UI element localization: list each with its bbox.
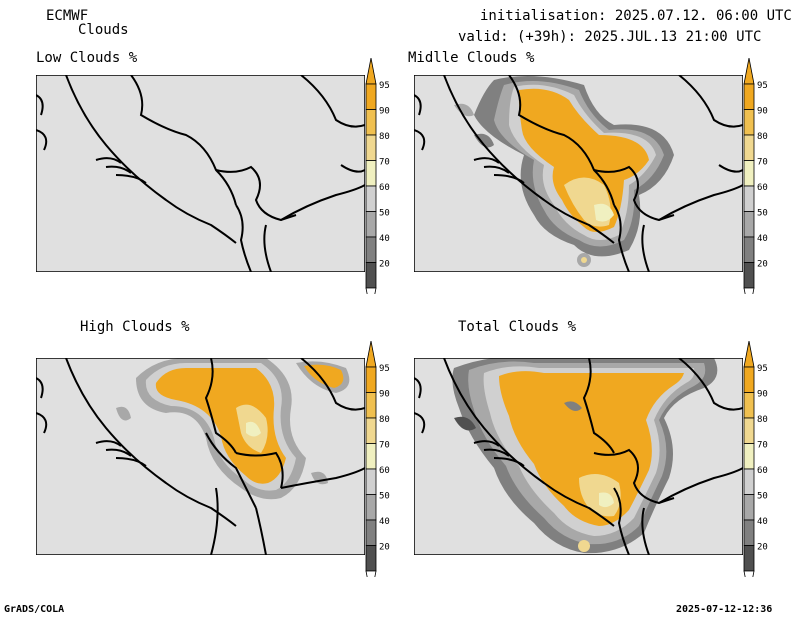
colorbar-segment [365,262,377,289]
colorbar-tick-label: 50 [379,492,390,502]
footer-timestamp: 2025-07-12-12:36 [676,604,773,615]
colorbar-tick-label: 50 [379,209,390,219]
borders [36,75,365,272]
borders [36,358,365,555]
colorbar-tick-label: 90 [757,390,768,400]
colorbar-bottom-arrow [365,287,377,294]
colorbar-tick-label: 90 [757,107,768,117]
colorbar-tick-label: 50 [757,209,768,219]
panel-title-high: High Clouds % [80,319,190,335]
colorbar-tick-label: 40 [757,234,768,244]
footer-software: GrADS/COLA [4,604,65,615]
colorbar-segment [743,134,755,161]
colorbar-tick-label: 95 [379,364,390,374]
map-total-clouds [414,358,743,555]
cloud-fields [454,76,674,267]
colorbar-segment [743,109,755,136]
colorbar-segment [743,417,755,444]
colorbar-tick-label: 60 [757,183,768,193]
colorbar-segment [365,134,377,161]
colorbar-tick-label: 70 [757,158,768,168]
colorbar-segment [743,262,755,289]
colorbar-low: 95 90 80 70 60 50 40 20 [365,58,390,294]
colorbar-bottom-arrow [743,570,755,577]
colorbar-segment [365,468,377,495]
colorbar-segment [365,83,377,110]
colorbar-segment [743,494,755,521]
colorbar-segment [365,236,377,263]
colorbar-tick-label: 50 [757,492,768,502]
map-middle-clouds [414,75,743,272]
map-high-clouds [36,358,365,555]
colorbar-top-arrow [365,341,377,368]
panel-title-middle: Midlle Clouds % [408,50,535,66]
colorbar-high: 95 90 80 70 60 50 40 20 [365,341,390,577]
colorbar-segment [743,519,755,546]
colorbar-segment [743,443,755,470]
colorbar-tick-label: 80 [757,415,768,425]
colorbar-top-arrow [743,341,755,368]
colorbar-segment [743,160,755,187]
model-label: ECMWF [46,8,89,24]
colorbar-segment [743,211,755,238]
borders [414,75,743,272]
colorbar-segment [365,545,377,572]
colorbar-tick-label: 20 [379,260,390,270]
colorbar-segment [365,366,377,393]
colorbar-middle: 95 90 80 70 60 50 40 20 [743,58,768,294]
colorbar-segment [365,443,377,470]
colorbar-top-arrow [743,58,755,85]
colorbar-tick-label: 80 [379,132,390,142]
init-time: initialisation: 2025.07.12. 06:00 UTC [480,8,792,24]
colorbar-segment [365,185,377,212]
colorbar-segment [743,468,755,495]
valid-time: valid: (+39h): 2025.JUL.13 21:00 UTC [458,29,762,45]
colorbar-tick-label: 95 [757,364,768,374]
colorbar-segment [743,545,755,572]
colorbar-tick-label: 70 [379,441,390,451]
colorbar-tick-label: 60 [757,466,768,476]
colorbar-tick-label: 70 [379,158,390,168]
colorbar-tick-label: 20 [379,543,390,553]
borders [414,358,743,555]
colorbar-tick-label: 95 [757,81,768,91]
colorbar-segment [365,494,377,521]
colorbar-segment [365,160,377,187]
colorbar-tick-label: 20 [757,543,768,553]
colorbar-total: 95 90 80 70 60 50 40 20 [743,341,768,577]
colorbar-tick-label: 70 [757,441,768,451]
colorbar-tick-label: 20 [757,260,768,270]
colorbar-tick-label: 90 [379,390,390,400]
colorbar-tick-label: 60 [379,183,390,193]
colorbar-tick-label: 40 [379,517,390,527]
colorbar-segment [743,185,755,212]
colorbar-segment [365,211,377,238]
panel-title-low: Low Clouds % [36,50,138,66]
panel-title-total: Total Clouds % [458,319,577,335]
colorbar-segment [743,83,755,110]
colorbar-segment [743,236,755,263]
colorbar-segment [365,519,377,546]
colorbar-bottom-arrow [365,570,377,577]
colorbar-segment [365,109,377,136]
colorbar-segment [743,392,755,419]
colorbar-tick-label: 80 [757,132,768,142]
colorbar-tick-label: 90 [379,107,390,117]
colorbar-segment [365,392,377,419]
colorbar-tick-label: 95 [379,81,390,91]
colorbar-bottom-arrow [743,287,755,294]
product-label: Clouds [78,22,129,38]
colorbar-tick-label: 80 [379,415,390,425]
colorbar-segment [365,417,377,444]
colorbar-tick-label: 40 [379,234,390,244]
map-low-clouds [36,75,365,272]
colorbar-segment [743,366,755,393]
colorbar-top-arrow [365,58,377,85]
colorbar-tick-label: 40 [757,517,768,527]
colorbar-tick-label: 60 [379,466,390,476]
